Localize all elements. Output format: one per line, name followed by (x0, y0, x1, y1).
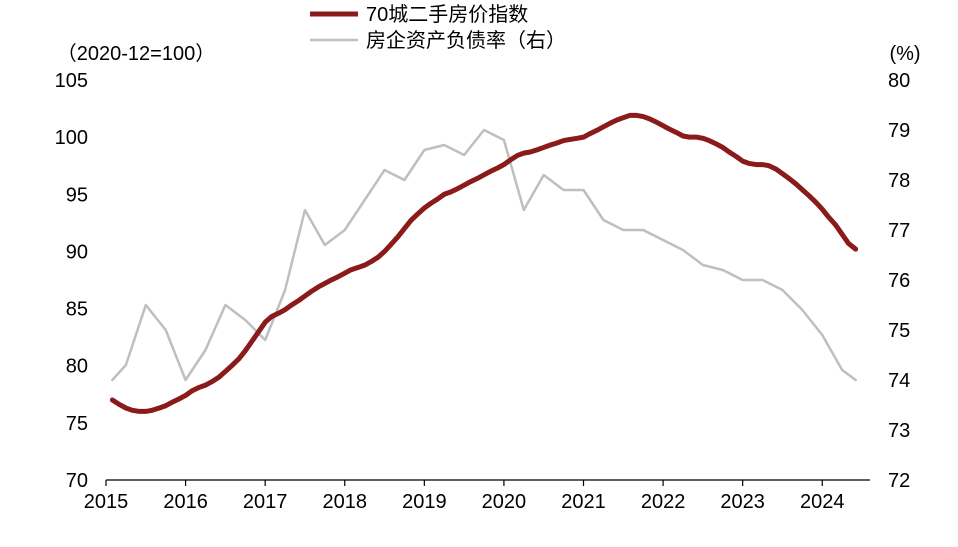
right-y-tick-label: 77 (888, 220, 910, 242)
x-tick-label: 2023 (720, 491, 765, 513)
chart-container: 2015 2016 2017 2018 2019 2020 2021 2022 2023 2024… (0, 0, 958, 547)
x-tick-label: 2019 (402, 491, 447, 513)
x-tick-label: 2017 (243, 491, 288, 513)
right-y-tick-label: 80 (888, 70, 910, 92)
right-y-tick-label: 73 (888, 420, 910, 442)
left-axis-title: （2020-12=100） (57, 42, 215, 65)
line-chart: 2015 2016 2017 2018 2019 2020 2021 2022 2023 2024… (0, 0, 958, 547)
x-tick-label: 2021 (561, 491, 606, 513)
right-y-tick-label: 75 (888, 320, 910, 342)
x-tick-label: 2016 (163, 491, 208, 513)
series-line (112, 130, 855, 380)
x-tick-label: 2020 (482, 491, 527, 513)
left-y-tick-label: 95 (66, 184, 88, 206)
legend-label: 房企资产负债率（右） (366, 29, 566, 52)
right-y-tick-label: 79 (888, 120, 910, 142)
left-y-tick-label: 100 (55, 127, 88, 149)
x-tick-label: 2018 (323, 491, 368, 513)
legend-label: 70城二手房价指数 (366, 3, 528, 26)
right-y-tick-label: 76 (888, 270, 910, 292)
left-y-tick-label: 70 (66, 470, 88, 492)
left-y-tick-label: 85 (66, 299, 88, 321)
x-tick-label: 2022 (641, 491, 686, 513)
left-y-tick-label: 80 (66, 356, 88, 378)
right-y-tick-label: 72 (888, 470, 910, 492)
left-y-tick-label: 75 (66, 413, 88, 435)
right-y-tick-label: 78 (888, 170, 910, 192)
right-y-tick-label: 74 (888, 370, 910, 392)
x-tick-label: 2015 (84, 491, 129, 513)
x-tick-label: 2024 (800, 491, 845, 513)
left-y-tick-label: 105 (55, 70, 88, 92)
right-axis-title: (%) (889, 43, 920, 65)
series-line (112, 115, 855, 411)
left-y-tick-label: 90 (66, 241, 88, 263)
